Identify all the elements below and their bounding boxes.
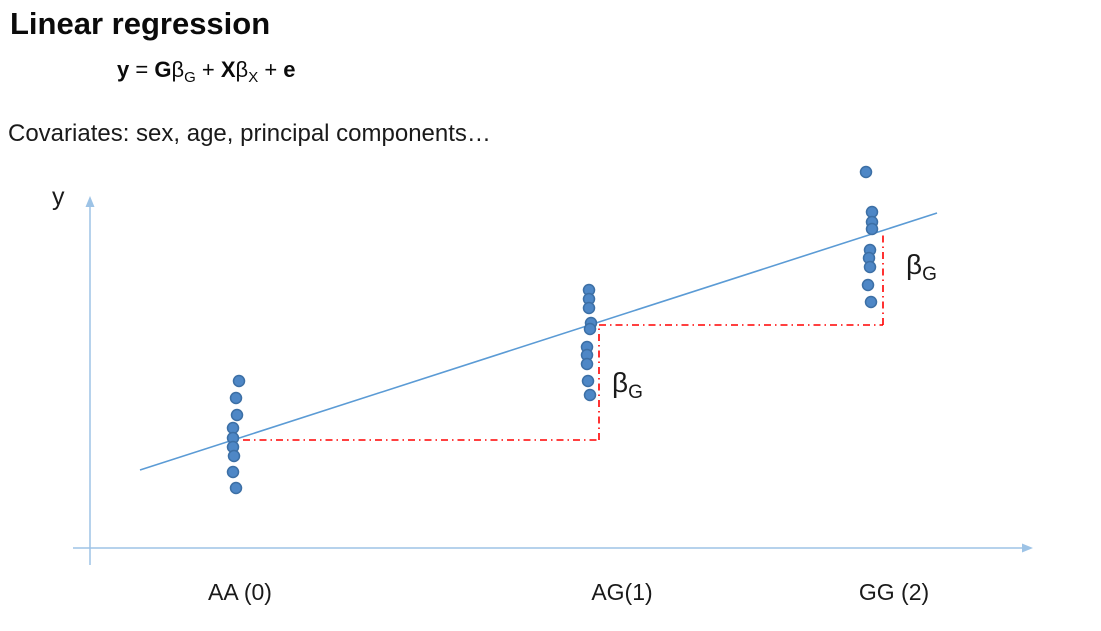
formula-segment: y bbox=[117, 57, 130, 82]
data-point-genotype-2 bbox=[863, 260, 877, 274]
data-point-genotype-1 bbox=[583, 388, 597, 402]
formula-segment: G bbox=[184, 69, 196, 86]
data-point-genotype-2 bbox=[865, 222, 879, 236]
slide-title: Linear regression bbox=[10, 6, 271, 41]
formula-segment: β bbox=[235, 57, 249, 82]
formula-segment: = bbox=[129, 57, 155, 82]
x-tick-label-2: GG (2) bbox=[859, 579, 929, 605]
data-point-genotype-0 bbox=[226, 465, 240, 479]
x-tick-label-1: AG(1) bbox=[591, 579, 652, 605]
beta-effect-label-1: βG bbox=[612, 367, 643, 403]
data-point-genotype-1 bbox=[583, 322, 597, 336]
y-axis-arrow-icon bbox=[85, 196, 95, 207]
formula-segment: G bbox=[154, 57, 172, 82]
data-point-genotype-1 bbox=[582, 301, 596, 315]
data-point-genotype-0 bbox=[230, 408, 244, 422]
data-point-genotype-2 bbox=[864, 295, 878, 309]
formula-segment: X bbox=[248, 69, 259, 86]
formula-segment: + bbox=[195, 57, 221, 82]
data-point-genotype-0 bbox=[229, 481, 243, 495]
covariates-text: Covariates: sex, age, principal componen… bbox=[8, 120, 491, 147]
data-point-genotype-2 bbox=[861, 278, 875, 292]
formula-segment: e bbox=[283, 57, 296, 82]
data-point-genotype-0 bbox=[227, 449, 241, 463]
data-point-genotype-1 bbox=[580, 357, 594, 371]
regression-line bbox=[139, 212, 938, 471]
formula-segment: β bbox=[171, 57, 185, 82]
data-point-genotype-1 bbox=[581, 374, 595, 388]
formula-segment: + bbox=[258, 57, 284, 82]
y-axis-label: y bbox=[52, 183, 65, 211]
formula-segment: X bbox=[220, 57, 236, 82]
data-point-genotype-0 bbox=[229, 391, 243, 405]
data-point-genotype-0 bbox=[232, 374, 246, 388]
x-tick-label-0: AA (0) bbox=[208, 579, 272, 605]
beta-effect-label-2: βG bbox=[906, 249, 937, 285]
data-point-genotype-2 bbox=[859, 165, 873, 179]
x-axis-arrow-icon bbox=[1022, 543, 1033, 553]
regression-formula: y = GβG + XβX + e bbox=[117, 57, 296, 86]
